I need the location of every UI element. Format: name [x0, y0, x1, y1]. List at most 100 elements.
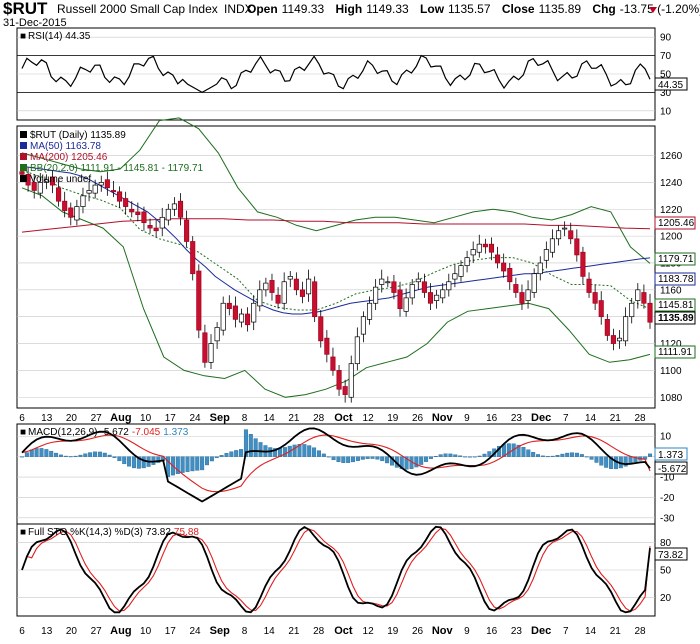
macd-hist-bar — [648, 453, 653, 457]
macd-hist-bar — [477, 455, 482, 457]
candle-body — [379, 278, 385, 285]
macd-hist-bar — [555, 454, 560, 457]
macd-hist-bar — [584, 456, 589, 458]
macd-hist-bar — [380, 456, 385, 462]
candle-body — [543, 249, 549, 261]
price-tick-label: 1220 — [660, 205, 683, 216]
x-tick-label: 12 — [363, 413, 375, 424]
macd-hist-bar — [156, 456, 161, 463]
close-label: Close — [502, 2, 535, 16]
candle-body — [257, 289, 263, 307]
candle-body — [165, 208, 171, 221]
candle-body — [220, 302, 226, 331]
macd-hist-bar — [355, 456, 360, 461]
macd-hist-bar — [516, 444, 521, 457]
candle-body — [501, 262, 507, 272]
candle-body — [177, 200, 184, 218]
sto-d-value: 75.88 — [174, 527, 199, 538]
macd-hist-bar — [560, 453, 565, 457]
candle-body — [208, 343, 214, 363]
x-tick-label: 14 — [264, 413, 276, 424]
macd-hist-bar — [579, 454, 584, 457]
candle-body — [287, 276, 293, 280]
macd-hist-bar — [433, 456, 438, 457]
candles — [19, 166, 653, 403]
x-tick-label: 24 — [189, 626, 201, 637]
candle-body — [616, 337, 623, 342]
x-tick-label: 23 — [511, 413, 523, 424]
x-tick-label: 8 — [242, 626, 248, 637]
candle-body — [31, 182, 37, 191]
macd-hist-bar — [58, 454, 63, 457]
candle-body — [92, 184, 98, 194]
price-tag-text: 1145.81 — [658, 300, 694, 311]
macd-hist-bar — [365, 456, 370, 459]
macd-hist-bar — [102, 452, 107, 457]
candle-body — [275, 294, 281, 304]
sto-axis: 80 50 20 — [660, 538, 672, 604]
candle-body — [562, 227, 568, 230]
macd-signal-value: -7.045 — [132, 427, 161, 438]
x-tick-label: 14 — [585, 413, 597, 424]
macd-tick-label: -20 — [660, 493, 675, 504]
macd-hist-bar — [282, 447, 287, 457]
x-tick-label: 10 — [140, 626, 152, 637]
macd-hist-bar — [122, 456, 127, 465]
legend-entry: $RUT (Daily) 1135.89 — [30, 130, 126, 141]
candle-body — [318, 316, 324, 342]
macd-hist-bar — [190, 456, 195, 472]
x-tick-label: 28 — [313, 413, 325, 424]
rsi-grid — [17, 36, 655, 112]
x-tick-label: Sep — [210, 625, 230, 637]
candle-body — [635, 289, 641, 301]
candle-body — [397, 289, 403, 309]
macd-hist-bar — [316, 450, 321, 457]
x-tick-label: 21 — [288, 413, 300, 424]
candle-body — [549, 238, 555, 253]
legend-entry: MA(50) 1163.78 — [30, 141, 101, 152]
price-grid — [17, 155, 655, 398]
macd-hist-bar — [219, 455, 224, 457]
candle-body — [415, 278, 421, 283]
candle-body — [306, 278, 312, 295]
macd-hist-bar — [253, 438, 258, 457]
exchange-name: INDX — [224, 2, 253, 16]
x-tick-label: 17 — [165, 626, 177, 637]
rsi-tick-label: 70 — [660, 51, 672, 62]
price-tick-label: 1260 — [660, 151, 683, 162]
x-tick-label: 21 — [610, 413, 622, 424]
candle-body — [98, 182, 104, 186]
macd-hist-tag-text: 1.373 — [658, 450, 683, 461]
candle-body — [482, 243, 488, 248]
candle-body — [531, 273, 537, 293]
x-tick-label: 8 — [242, 413, 248, 424]
macd-hist-bar — [302, 444, 307, 457]
down-arrow-icon — [649, 7, 657, 13]
candle-body — [409, 284, 415, 299]
candle-body — [452, 273, 458, 280]
candle-body — [245, 313, 251, 326]
macd-hist-bar — [623, 456, 628, 467]
candle-body — [159, 216, 165, 229]
macd-hist-bar — [34, 448, 39, 457]
x-tick-label: 26 — [412, 413, 424, 424]
rsi-line — [21, 54, 651, 94]
sto-tick-label: 80 — [660, 538, 672, 549]
candle-body — [129, 208, 135, 213]
candle-body — [263, 282, 269, 291]
candle-body — [141, 211, 147, 224]
x-tick-label: 6 — [19, 626, 25, 637]
candle-body — [464, 257, 470, 267]
price-tag-text: 1135.89 — [658, 313, 694, 324]
price-tick-label: 1100 — [660, 366, 682, 377]
candle-body — [458, 265, 464, 277]
candle-body — [104, 179, 110, 189]
candle-body — [110, 190, 117, 193]
price-tag-text: 1111.91 — [658, 347, 692, 358]
x-axis-top: 6 13 20 27 Aug 10 17 24 Sep 8 14 21 28 Oct 12 19 26 Nov 9 1… — [19, 412, 646, 424]
x-tick-label: 27 — [91, 626, 103, 637]
candle-body — [348, 363, 354, 398]
macd-tick-label: -30 — [660, 513, 675, 524]
sto-grid — [17, 542, 655, 598]
candle-body — [604, 319, 610, 336]
